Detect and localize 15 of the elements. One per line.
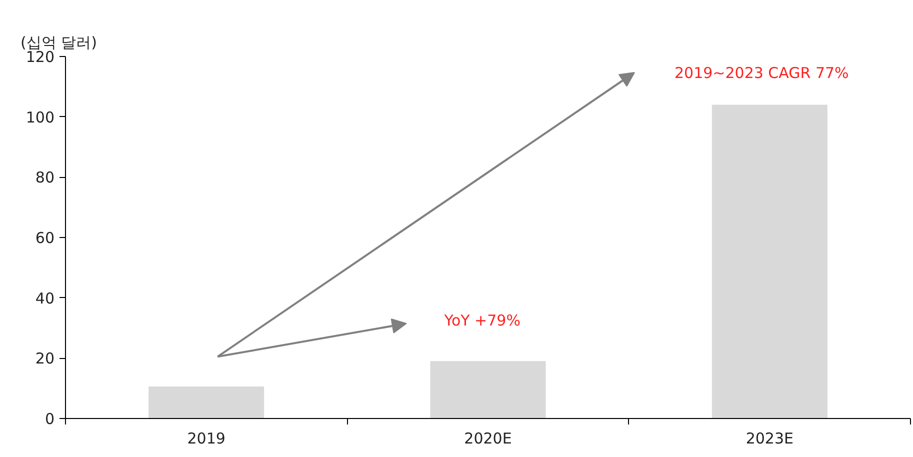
x-tick-label: 2019 bbox=[187, 430, 226, 448]
y-tick-label: 80 bbox=[35, 168, 55, 187]
y-tick-label: 100 bbox=[26, 108, 55, 126]
y-tick-label: 40 bbox=[35, 289, 55, 308]
y-tick-label: 60 bbox=[35, 229, 55, 247]
annotation: YoY +79% bbox=[443, 311, 520, 330]
x-tick-label: 2023E bbox=[746, 430, 794, 448]
x-tick-label: 2020E bbox=[464, 430, 512, 448]
y-tick-label: 20 bbox=[35, 350, 55, 368]
annotation: 2019~2023 CAGR 77% bbox=[674, 64, 849, 82]
y-axis-title: (십억 달러) bbox=[20, 34, 97, 52]
bar bbox=[712, 104, 828, 418]
bar bbox=[148, 386, 264, 418]
bar bbox=[430, 361, 546, 418]
y-tick-label: 0 bbox=[44, 410, 55, 428]
